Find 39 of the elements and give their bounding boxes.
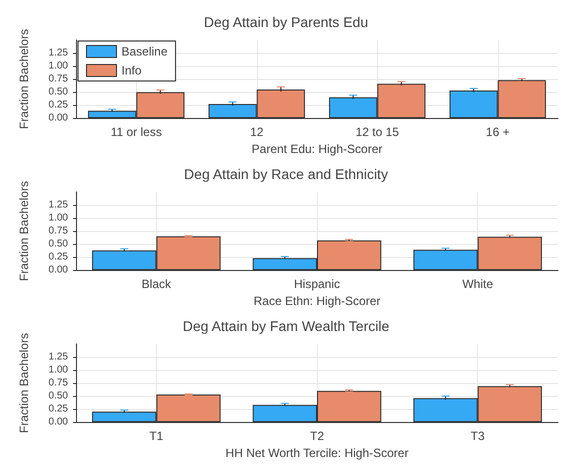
y-tick-label: 1.00: [48, 60, 68, 72]
x-tick-label: T2: [310, 429, 324, 444]
x-tick-label: Black: [142, 277, 172, 292]
y-tick-label: 0.50: [48, 238, 68, 250]
x-axis-title: HH Net Worth Tercile: High-Scorer: [226, 446, 408, 460]
x-tick-label: 16 +: [486, 125, 510, 140]
x-tick-label: T3: [470, 429, 485, 444]
y-tick-label: 0.75: [48, 74, 68, 85]
y-axis-title: Fraction Bachelors: [17, 181, 31, 282]
x-tick-label: 11 or less: [110, 125, 162, 140]
x-tick-label: Hispanic: [294, 277, 340, 292]
y-tick-label: 1.25: [48, 200, 68, 211]
legend-label: Baseline: [122, 44, 168, 58]
x-tick-label: 12: [250, 125, 264, 140]
chart-title: Deg Attain by Fam Wealth Tercile: [182, 318, 390, 334]
chart-title: Deg Attain by Parents Edu: [204, 14, 368, 30]
legend-label: Info: [122, 64, 142, 78]
y-tick-label: 1.25: [48, 352, 68, 363]
y-tick-label: 0.00: [48, 112, 68, 124]
y-tick-label: 0.25: [48, 100, 68, 111]
y-tick-label: 0.50: [48, 390, 68, 402]
y-axis-title: Fraction Bachelors: [17, 29, 31, 130]
y-tick-label: 0.00: [48, 416, 68, 428]
y-tick-label: 1.00: [48, 364, 68, 376]
x-tick-label: T1: [149, 429, 164, 444]
y-tick-label: 0.75: [48, 378, 68, 389]
x-tick-label: 12 to 15: [356, 125, 400, 140]
x-tick-label: White: [462, 277, 494, 292]
y-axis-title: Fraction Bachelors: [17, 333, 31, 434]
y-tick-label: 0.75: [48, 226, 68, 237]
y-tick-label: 0.00: [48, 264, 68, 276]
x-axis-title: Parent Edu: High-Scorer: [252, 142, 382, 156]
y-tick-label: 1.00: [48, 212, 68, 224]
y-tick-label: 0.50: [48, 86, 68, 98]
y-tick-label: 1.25: [48, 48, 68, 59]
chart-title: Deg Attain by Race and Ethnicity: [184, 166, 388, 182]
y-tick-label: 0.25: [48, 252, 68, 263]
x-axis-title: Race Ethn: High-Scorer: [254, 294, 380, 308]
y-tick-label: 0.25: [48, 404, 68, 415]
